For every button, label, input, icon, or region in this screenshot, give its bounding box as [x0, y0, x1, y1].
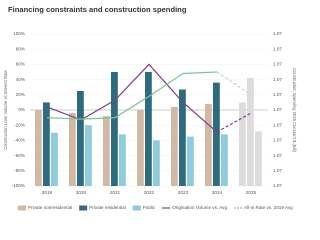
- bar: [69, 113, 76, 186]
- line-series: [46, 63, 218, 133]
- chart: Financing constraints and construction s…: [3, 5, 297, 211]
- x-tick-label: 2021: [110, 190, 121, 195]
- y2-tick-label: 1.07: [273, 92, 282, 97]
- x-tick-label: 2019: [42, 190, 53, 195]
- y2-tick-label: 1.07: [273, 168, 282, 173]
- y2-tick-label: 1.07: [273, 62, 282, 67]
- line-series: [46, 71, 218, 120]
- legend-swatch: [132, 205, 141, 211]
- bar: [247, 78, 254, 186]
- bar: [187, 136, 194, 186]
- bar: [137, 110, 144, 186]
- x-tick-label: 2020: [76, 190, 87, 195]
- x-tick-label: 2024: [212, 190, 223, 195]
- bar: [145, 72, 152, 186]
- y-tick-label: 40%: [16, 77, 25, 82]
- legend-label: Public: [143, 205, 156, 210]
- bar: [77, 91, 84, 186]
- bar: [221, 134, 228, 186]
- y2-tick-label: 1.07: [273, 46, 282, 51]
- y2-tick-label: 1.07: [273, 31, 282, 36]
- bar: [205, 103, 212, 186]
- y-tick-label: 100%: [13, 31, 25, 36]
- x-tick-label: 2023: [178, 190, 189, 195]
- y2-tick-label: 1.07: [273, 77, 282, 82]
- bar: [119, 134, 126, 186]
- y-axis-title: Construction Loan Volume vs Interest Rat…: [3, 70, 8, 150]
- line-forecast: [216, 112, 252, 133]
- bar: [255, 131, 262, 186]
- bar: [103, 116, 110, 186]
- bar: [213, 82, 220, 186]
- y-tick-label: 60%: [16, 62, 25, 67]
- bar: [51, 132, 58, 186]
- chart-title: Financing constraints and construction s…: [8, 5, 187, 14]
- y2-axis-title: Construction Spending 2025 Constant $ (B…: [292, 68, 297, 152]
- legend-label: All-in Rate vs. 2019 Avg: [244, 205, 293, 210]
- y-tick-label: -60%: [14, 153, 25, 158]
- y-tick-label: 80%: [16, 46, 25, 51]
- bar: [239, 102, 246, 186]
- bar: [85, 125, 92, 186]
- bar: [153, 140, 160, 186]
- x-tick-label: 2022: [144, 190, 155, 195]
- y-tick-label: -100%: [12, 183, 25, 188]
- y2-tick-label: 1.07: [273, 122, 282, 127]
- y2-tick-label: 1.07: [273, 153, 282, 158]
- legend-label: Origination Volume vs. Avg: [172, 205, 227, 210]
- y-tick-label: -20%: [14, 122, 25, 127]
- x-tick-label: 2025: [246, 190, 257, 195]
- y-tick-label: -80%: [14, 168, 25, 173]
- legend-label: Private nonresidential: [28, 205, 72, 210]
- bar: [43, 102, 50, 186]
- bar: [111, 72, 118, 186]
- legend-swatch: [18, 205, 26, 211]
- line-forecast: [216, 71, 252, 96]
- y-tick-label: -40%: [14, 138, 25, 143]
- bar: [35, 110, 42, 186]
- legend-label: Private residential: [89, 205, 126, 210]
- y2-tick-label: 1.07: [273, 183, 282, 188]
- y-tick-label: 0%: [18, 107, 25, 112]
- y-tick-label: 20%: [16, 92, 25, 97]
- bar: [171, 106, 178, 186]
- y2-tick-label: 1.07: [273, 107, 282, 112]
- bar: [179, 89, 186, 186]
- legend-swatch: [79, 205, 88, 211]
- y2-tick-label: 1.07: [273, 138, 282, 143]
